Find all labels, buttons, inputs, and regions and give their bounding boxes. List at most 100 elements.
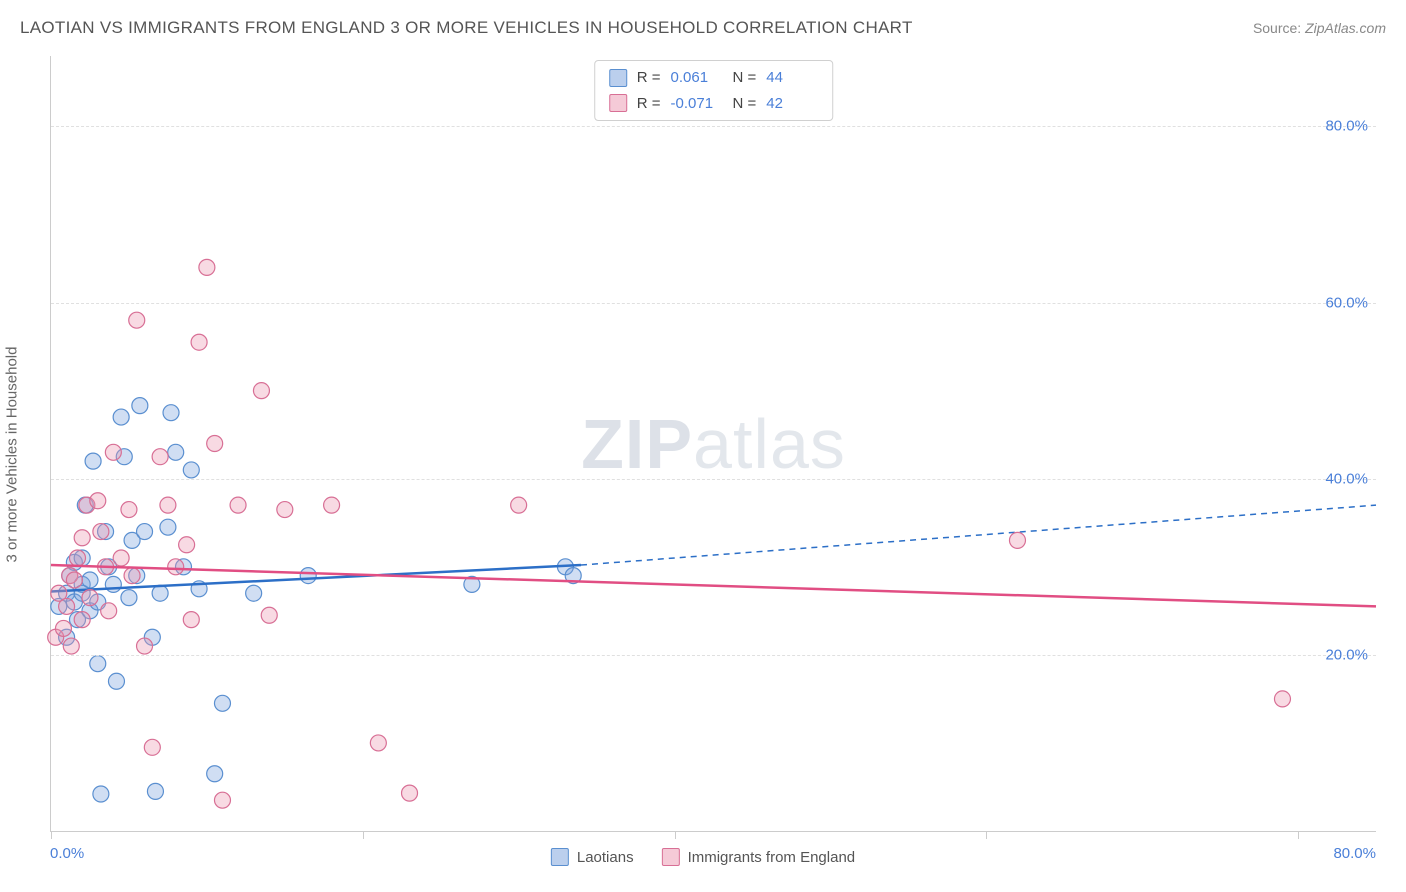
series-swatch — [609, 69, 627, 87]
data-point — [132, 398, 148, 414]
legend-swatch — [551, 848, 569, 866]
data-point — [101, 603, 117, 619]
data-point — [207, 766, 223, 782]
r-value: 0.061 — [671, 65, 723, 91]
data-point — [74, 530, 90, 546]
data-point — [300, 568, 316, 584]
data-point — [214, 792, 230, 808]
data-point — [144, 739, 160, 755]
data-point — [90, 656, 106, 672]
x-tick — [51, 831, 52, 839]
data-point — [152, 449, 168, 465]
data-point — [121, 502, 137, 518]
r-value: -0.071 — [671, 91, 723, 117]
data-point — [277, 502, 293, 518]
data-point — [324, 497, 340, 513]
data-point — [402, 785, 418, 801]
n-value: 42 — [766, 91, 818, 117]
x-tick — [1298, 831, 1299, 839]
regression-extrapolation — [581, 505, 1376, 565]
data-point — [163, 405, 179, 421]
data-point — [90, 493, 106, 509]
data-point — [105, 444, 121, 460]
data-point — [191, 334, 207, 350]
r-label: R = — [637, 91, 661, 117]
data-point — [82, 572, 98, 588]
legend-label: Laotians — [577, 849, 634, 866]
y-tick-label: 80.0% — [1325, 118, 1368, 135]
data-point — [147, 783, 163, 799]
data-point — [370, 735, 386, 751]
data-point — [105, 576, 121, 592]
legend: Laotians Immigrants from England — [551, 848, 855, 866]
data-point — [113, 409, 129, 425]
data-point — [261, 607, 277, 623]
source-value: ZipAtlas.com — [1305, 20, 1386, 36]
y-tick-label: 20.0% — [1325, 646, 1368, 663]
data-point — [129, 312, 145, 328]
data-point — [160, 519, 176, 535]
legend-item: Immigrants from England — [662, 848, 856, 866]
data-point — [121, 590, 137, 606]
data-point — [66, 572, 82, 588]
data-point — [137, 524, 153, 540]
source: Source: ZipAtlas.com — [1253, 20, 1386, 36]
data-point — [55, 620, 71, 636]
data-point — [511, 497, 527, 513]
n-value: 44 — [766, 65, 818, 91]
legend-item: Laotians — [551, 848, 634, 866]
series-swatch — [609, 94, 627, 112]
data-point — [160, 497, 176, 513]
y-tick-label: 40.0% — [1325, 470, 1368, 487]
x-tick — [363, 831, 364, 839]
data-point — [82, 590, 98, 606]
legend-swatch — [662, 848, 680, 866]
data-point — [230, 497, 246, 513]
data-point — [168, 444, 184, 460]
data-point — [214, 695, 230, 711]
chart-title: LAOTIAN VS IMMIGRANTS FROM ENGLAND 3 OR … — [20, 18, 913, 38]
legend-label: Immigrants from England — [688, 849, 856, 866]
data-point — [183, 462, 199, 478]
data-point — [70, 550, 86, 566]
y-tick-label: 60.0% — [1325, 294, 1368, 311]
data-point — [113, 550, 129, 566]
y-axis-label: 3 or more Vehicles in Household — [4, 347, 21, 563]
data-point — [93, 524, 109, 540]
grid-line — [51, 479, 1376, 480]
n-label: N = — [733, 65, 757, 91]
data-point — [93, 786, 109, 802]
data-point — [168, 559, 184, 575]
data-point — [74, 612, 90, 628]
data-point — [137, 638, 153, 654]
data-point — [63, 638, 79, 654]
grid-line — [51, 303, 1376, 304]
x-tick — [675, 831, 676, 839]
r-label: R = — [637, 65, 661, 91]
n-label: N = — [733, 91, 757, 117]
data-point — [152, 585, 168, 601]
data-point — [85, 453, 101, 469]
correlation-stats-box: R = 0.061 N = 44 R = -0.071 N = 42 — [594, 60, 834, 121]
data-point — [179, 537, 195, 553]
data-point — [246, 585, 262, 601]
data-point — [183, 612, 199, 628]
data-point — [1274, 691, 1290, 707]
stats-row: R = -0.071 N = 42 — [609, 91, 819, 117]
data-point — [59, 598, 75, 614]
data-point — [199, 259, 215, 275]
x-axis-start-label: 0.0% — [50, 845, 84, 862]
data-point — [253, 383, 269, 399]
x-axis-end-label: 80.0% — [1333, 845, 1376, 862]
grid-line — [51, 126, 1376, 127]
chart-plot-area: ZIPatlas R =0.061N =44R =-0.071N =42 20.… — [50, 56, 1376, 832]
data-point — [108, 673, 124, 689]
scatter-svg — [51, 56, 1376, 831]
data-point — [207, 436, 223, 452]
header: LAOTIAN VS IMMIGRANTS FROM ENGLAND 3 OR … — [20, 18, 1386, 38]
grid-line — [51, 655, 1376, 656]
x-tick — [986, 831, 987, 839]
data-point — [1009, 532, 1025, 548]
data-point — [124, 568, 140, 584]
stats-row: R = 0.061 N = 44 — [609, 65, 819, 91]
